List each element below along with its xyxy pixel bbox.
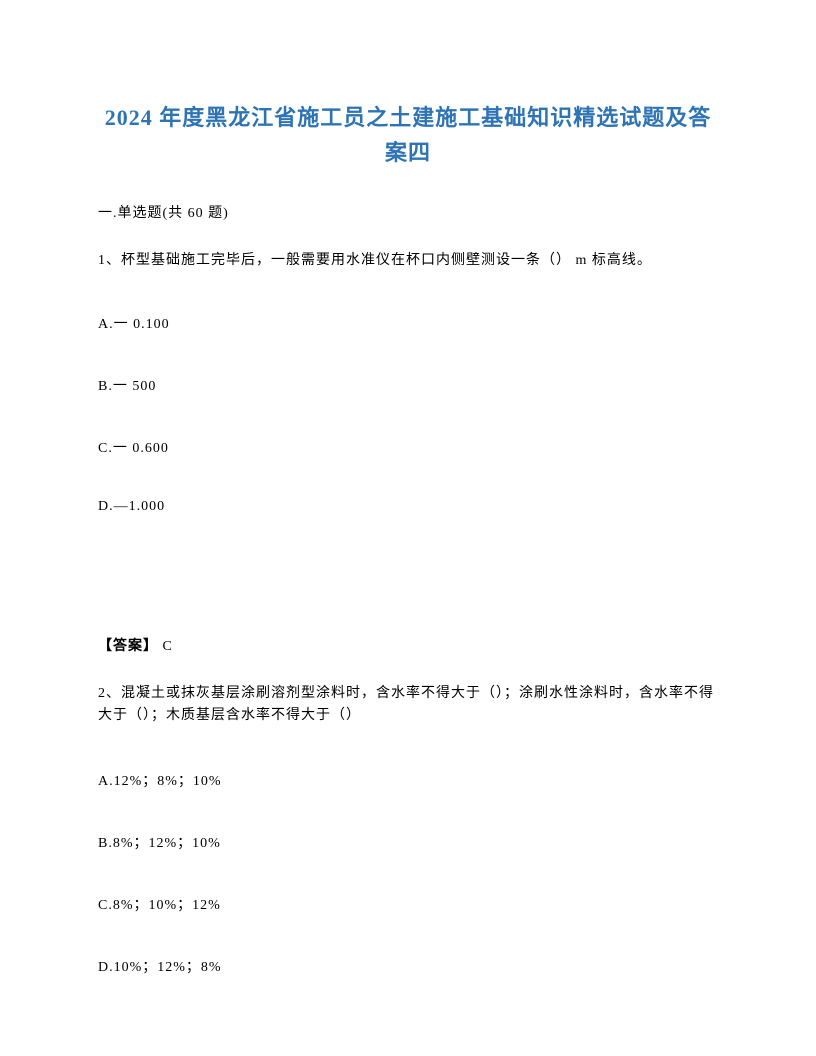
- page-title: 2024 年度黑龙江省施工员之土建施工基础知识精选试题及答案四: [98, 100, 718, 170]
- answer-value: C: [158, 639, 173, 654]
- question-1-text: 1、杯型基础施工完毕后，一般需要用水准仪在杯口内侧壁测设一条（） m 标高线。: [98, 250, 718, 272]
- question-2-option-b: B.8%；12%；10%: [98, 832, 718, 852]
- question-2-option-a: A.12%；8%；10%: [98, 770, 718, 790]
- question-1-option-c: C.一 0.600: [98, 437, 718, 457]
- answer-label: 【答案】: [98, 639, 158, 654]
- question-2-option-c: C.8%；10%；12%: [98, 894, 718, 914]
- question-1-option-b: B.一 500: [98, 375, 718, 395]
- question-1-answer: 【答案】 C: [98, 635, 718, 655]
- question-1-option-d: D.—1.000: [98, 499, 718, 515]
- question-2-text: 2、混凝土或抹灰基层涂刷溶剂型涂料时，含水率不得大于（）；涂刷水性涂料时，含水率…: [98, 683, 718, 728]
- question-2-option-d: D.10%；12%；8%: [98, 956, 718, 976]
- section-header: 一.单选题(共 60 题): [98, 202, 718, 222]
- question-1-option-a: A.一 0.100: [98, 313, 718, 333]
